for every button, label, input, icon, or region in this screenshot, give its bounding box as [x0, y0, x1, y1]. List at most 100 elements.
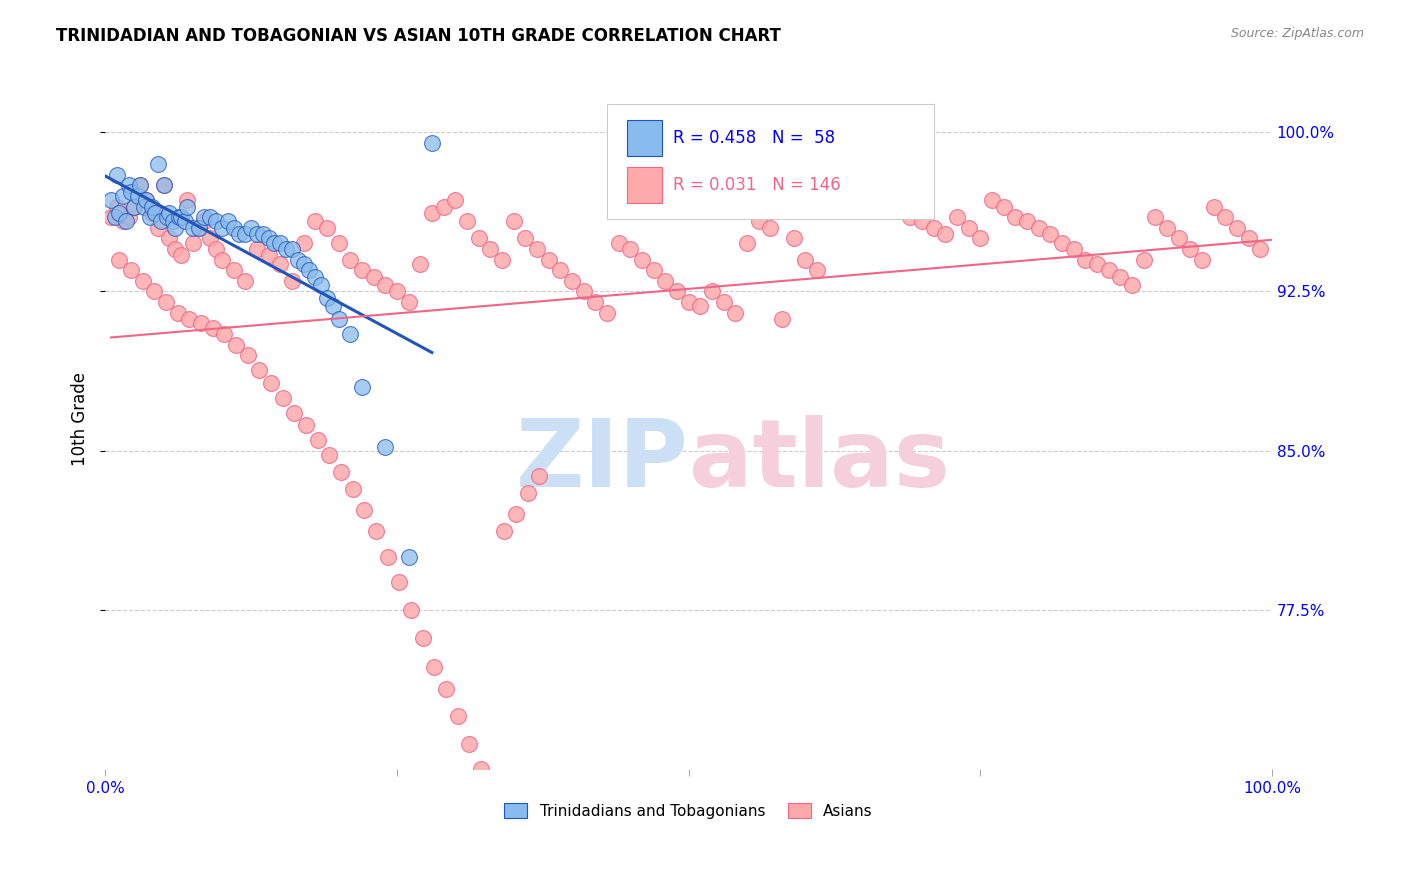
Point [212, 326, 235, 341]
Point [222, 220, 245, 235]
Point [155, 295, 177, 310]
Point [108, 206, 131, 220]
Point [217, 214, 239, 228]
Point [516, 486, 538, 500]
Point [1226, 220, 1249, 235]
Point [292, 235, 315, 250]
Point [423, 660, 446, 674]
Point [263, 235, 285, 250]
Point [494, 524, 516, 539]
Point [307, 433, 329, 447]
Point [176, 200, 198, 214]
Point [304, 214, 326, 228]
Point [420, 136, 443, 150]
Point [105, 168, 128, 182]
Point [526, 242, 548, 256]
Point [257, 231, 280, 245]
Point [166, 306, 188, 320]
Point [479, 242, 502, 256]
Point [374, 278, 396, 293]
Point [228, 227, 250, 242]
Point [304, 269, 326, 284]
Point [467, 231, 489, 245]
Point [385, 285, 408, 299]
Legend: Trinidadians and Tobagonians, Asians: Trinidadians and Tobagonians, Asians [498, 797, 879, 825]
Point [1132, 252, 1154, 267]
Point [181, 220, 204, 235]
Point [759, 220, 782, 235]
Point [852, 136, 875, 150]
Point [481, 788, 503, 802]
Point [1004, 210, 1026, 224]
Point [328, 312, 350, 326]
Point [444, 193, 467, 207]
Point [271, 391, 294, 405]
Point [105, 200, 128, 214]
Point [165, 220, 187, 235]
Point [1121, 278, 1143, 293]
Point [398, 295, 420, 310]
Point [269, 257, 291, 271]
Point [1180, 242, 1202, 256]
Point [108, 252, 131, 267]
Point [432, 200, 454, 214]
Point [388, 575, 411, 590]
Point [350, 263, 373, 277]
Point [281, 242, 304, 256]
Point [1015, 214, 1038, 228]
Point [124, 200, 146, 214]
Point [132, 200, 155, 214]
Point [654, 274, 676, 288]
Point [152, 178, 174, 193]
Point [187, 220, 209, 235]
Point [377, 549, 399, 564]
Point [491, 252, 513, 267]
Point [735, 235, 758, 250]
Point [350, 380, 373, 394]
Point [329, 465, 352, 479]
Point [1039, 227, 1062, 242]
FancyBboxPatch shape [627, 120, 662, 156]
Point [170, 248, 193, 262]
Point [678, 295, 700, 310]
Point [1109, 269, 1132, 284]
Point [1050, 235, 1073, 250]
Point [260, 376, 283, 390]
Point [713, 295, 735, 310]
Point [583, 295, 606, 310]
Point [339, 326, 361, 341]
Point [607, 235, 630, 250]
Point [201, 320, 224, 334]
Point [200, 231, 222, 245]
Point [274, 242, 297, 256]
Point [863, 142, 886, 156]
Point [1063, 242, 1085, 256]
Point [295, 418, 318, 433]
Point [111, 214, 134, 228]
Point [374, 440, 396, 454]
Point [247, 363, 270, 377]
Point [322, 299, 344, 313]
Point [176, 193, 198, 207]
Point [205, 214, 228, 228]
Point [187, 220, 209, 235]
Point [980, 193, 1002, 207]
Point [292, 257, 315, 271]
Point [1237, 231, 1260, 245]
Point [173, 214, 195, 228]
Text: R = 0.031   N = 146: R = 0.031 N = 146 [673, 176, 841, 194]
Point [446, 709, 468, 723]
Point [399, 603, 422, 617]
Point [328, 235, 350, 250]
Point [150, 214, 173, 228]
Point [969, 231, 991, 245]
Point [236, 348, 259, 362]
Point [117, 178, 139, 193]
Point [120, 263, 142, 277]
Point [100, 193, 122, 207]
Point [309, 278, 332, 293]
Point [887, 193, 910, 207]
Point [1028, 220, 1050, 235]
Point [830, 157, 852, 171]
Text: R = 0.458   N =  58: R = 0.458 N = 58 [673, 129, 835, 147]
